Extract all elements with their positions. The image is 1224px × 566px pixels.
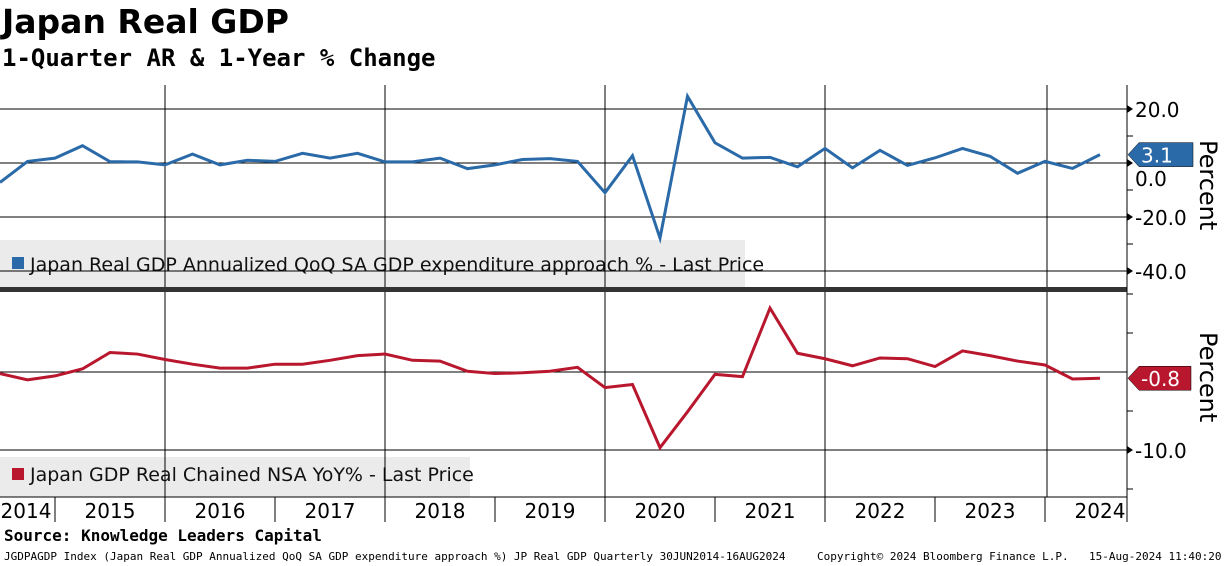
ytick-arrow [1127, 446, 1133, 454]
xtick-label: 2022 [855, 499, 906, 523]
bottom-legend-label: Japan GDP Real Chained NSA YoY% - Last P… [29, 464, 474, 486]
xtick-label: 2021 [745, 499, 796, 523]
xtick-label: 2018 [415, 499, 466, 523]
ytick-label: -20.0 [1135, 206, 1187, 230]
axes: 20.0 0.0 -20.0 -40.0 3.1 -10.0 -0.8 2014 2015 201… [0, 85, 1194, 523]
ytick-label: 20.0 [1135, 98, 1180, 122]
last-value-badge [1127, 365, 1192, 391]
footer-copyright: Copyright© 2024 Bloomberg Finance L.P. [817, 550, 1069, 563]
ytick-label: -40.0 [1135, 260, 1187, 284]
panel-separator [0, 287, 1127, 292]
top-legend-label: Japan Real GDP Annualized QoQ SA GDP exp… [29, 254, 764, 276]
xtick-label: 2014 [1, 499, 52, 523]
xtick-label: 2020 [635, 499, 686, 523]
footer-description: JGDPAGDP Index (Japan Real GDP Annualize… [4, 550, 786, 563]
last-value-label: 3.1 [1141, 144, 1173, 168]
ytick-label: 0.0 [1135, 167, 1167, 191]
ytick-arrow [1127, 105, 1133, 113]
last-value-badge [1127, 142, 1194, 167]
ytick-arrow [1127, 267, 1133, 275]
xtick-label: 2024 [1075, 499, 1126, 523]
xtick-label: 2017 [305, 499, 356, 523]
ytick-label: -10.0 [1135, 439, 1187, 463]
bottom-ylabel: Percent [1194, 332, 1222, 422]
ytick-arrow [1127, 213, 1133, 221]
top-legend-swatch [12, 257, 24, 269]
xtick-label: 2019 [525, 499, 576, 523]
xtick-label: 2016 [195, 499, 246, 523]
xtick-label: 2015 [85, 499, 136, 523]
xtick-label: 2023 [965, 499, 1016, 523]
bottom-legend-box [0, 457, 470, 497]
footer-timestamp: 15-Aug-2024 11:40:20 [1089, 550, 1222, 563]
chart-subtitle: 1-Quarter AR & 1-Year % Change [2, 44, 436, 72]
series-lines [0, 92, 1101, 451]
last-value-label: -0.8 [1141, 367, 1180, 391]
source-note: Source: Knowledge Leaders Capital [4, 526, 322, 545]
top-ylabel: Percent [1194, 140, 1222, 230]
bottom-legend-swatch [12, 468, 24, 480]
top-legend-box [0, 240, 745, 287]
chart-title: Japan Real GDP [2, 2, 289, 41]
ytick-arrow [1127, 159, 1133, 167]
